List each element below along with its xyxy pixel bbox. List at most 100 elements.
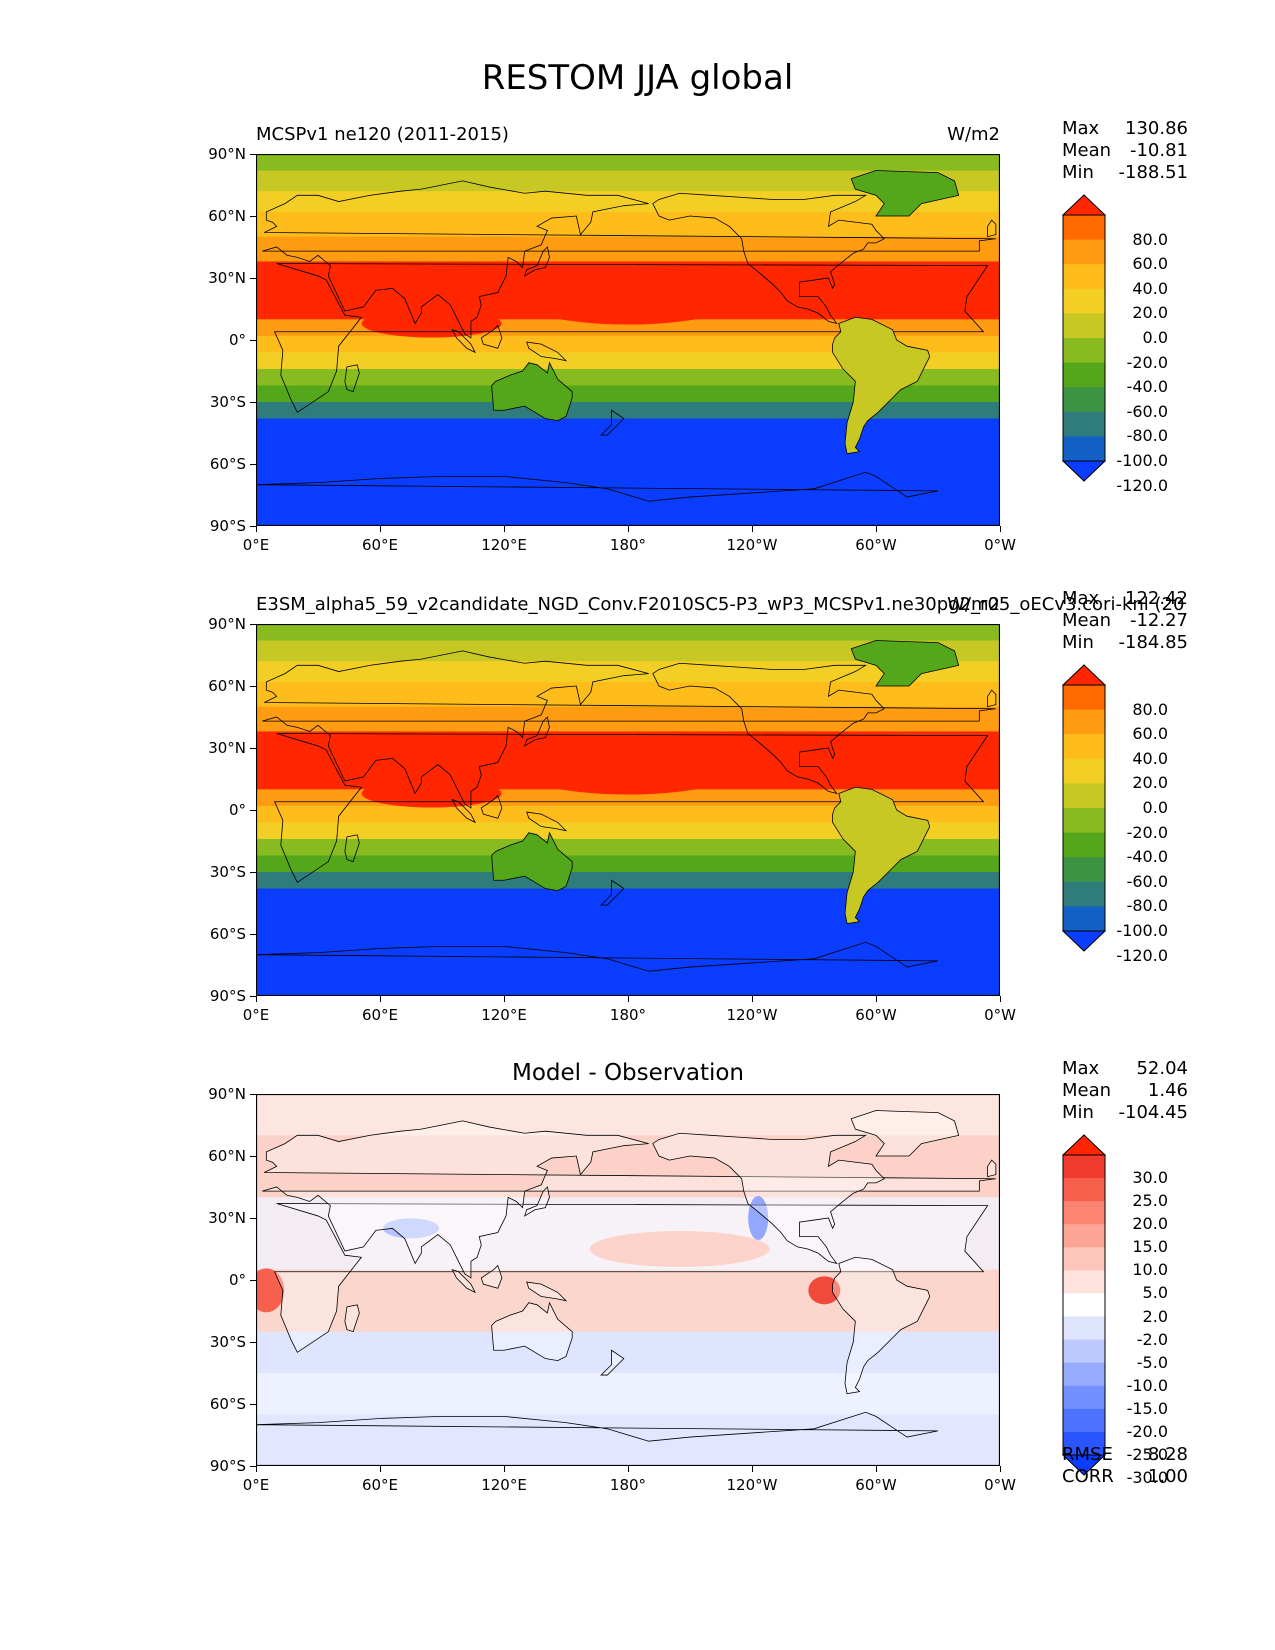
lon-tick-label: 120°E (481, 1476, 527, 1494)
tropical-maximum (361, 779, 502, 808)
coastline (600, 409, 625, 436)
stat-label: Max (1062, 588, 1100, 609)
map-obs (256, 624, 1000, 996)
stat-row-min: Min -104.45 (1062, 1102, 1188, 1124)
map-model (256, 154, 1000, 526)
lat-tick-mark (250, 464, 256, 465)
colorbar-tick-label: 80.0 (1132, 229, 1168, 249)
coastline (832, 316, 931, 455)
coastline (987, 219, 997, 238)
colorbar-tick-label: 25.0 (1132, 1191, 1168, 1211)
coastline (491, 831, 573, 892)
colorbar-tick-label: -80.0 (1126, 896, 1168, 916)
lat-band (256, 1094, 1000, 1136)
colorbar-tick-label: 0.0 (1142, 328, 1168, 347)
coastline (491, 1301, 573, 1362)
tropical-maximum (508, 734, 748, 795)
panel-left-title: MCSPv1 ne120 (2011-2015) (256, 124, 509, 145)
lon-tick-mark (752, 1466, 753, 1472)
colorbar-tick-label: -100.0 (1116, 451, 1168, 470)
coastline (451, 328, 476, 354)
colorbar-segment (1063, 709, 1105, 735)
lat-tick-label: 60°N (208, 677, 246, 695)
lat-tick-label: 0° (228, 1271, 246, 1289)
stat-value: -10.81 (1129, 140, 1188, 161)
stat-value: 1.46 (1147, 1080, 1188, 1101)
lat-tick-label: 0° (228, 801, 246, 819)
lat-band (256, 385, 1000, 403)
coastline (523, 716, 550, 747)
colorbar-segment (1063, 1362, 1105, 1387)
lon-tick-label: 180° (609, 1476, 647, 1494)
lat-tick-mark (250, 340, 256, 341)
lat-tick-label: 90°N (208, 145, 246, 163)
panel-units: W/m2 (947, 594, 1000, 615)
panel-left-title: E3SM_alpha5_59_v2candidate_NGD_Conv.F201… (256, 594, 1185, 615)
colorbar-segment (1063, 1339, 1105, 1364)
lat-tick-label: 30°S (209, 863, 246, 881)
lon-tick-label: 120°W (726, 1006, 778, 1024)
lon-tick-mark (752, 526, 753, 532)
colorbar-extend-max (1062, 1134, 1106, 1156)
lat-tick-label: 90°S (209, 517, 246, 535)
map-frame (256, 1094, 1000, 1466)
lat-tick-mark (250, 1404, 256, 1405)
colorbar-tick-label: 60.0 (1132, 724, 1168, 744)
lat-tick-mark (250, 686, 256, 687)
lat-band (256, 1135, 1000, 1198)
stat-label: Min (1062, 162, 1094, 183)
lat-band (256, 855, 1000, 873)
colorbar-tick-label: 30.0 (1132, 1168, 1168, 1188)
lat-tick-mark (250, 526, 256, 527)
coastline (526, 341, 568, 362)
lon-tick-label: 0°E (242, 1006, 270, 1024)
lat-tick-label: 90°N (208, 1085, 246, 1103)
lat-tick-mark (250, 402, 256, 403)
lon-tick-label: 180° (609, 1006, 647, 1024)
tropical-maximum (508, 264, 748, 325)
coastline (600, 879, 625, 906)
colorbar-tick-label: 40.0 (1132, 278, 1168, 298)
lon-tick-mark (504, 526, 505, 532)
stat-value: -188.51 (1118, 162, 1188, 183)
colorbar-tick-label: -40.0 (1126, 377, 1168, 397)
lon-tick-label: 0°E (242, 1476, 270, 1494)
coastline (262, 650, 996, 809)
lat-band (256, 335, 1000, 353)
colorbar-tick-label: -20.0 (1126, 352, 1168, 372)
colorbar-tick-label: -100.0 (1116, 921, 1168, 940)
lon-tick-mark (380, 1466, 381, 1472)
lat-band (256, 170, 1000, 192)
colorbar-frame (1062, 214, 1106, 462)
colorbar-frame (1062, 684, 1106, 932)
lat-band (256, 1331, 1000, 1374)
coastline (652, 1132, 885, 1265)
anomaly-positive (256, 1268, 285, 1313)
lat-band (256, 1373, 1000, 1415)
lat-tick-label: 90°S (209, 1457, 246, 1475)
stat-label: Mean (1062, 1080, 1112, 1101)
colorbar-extend-min (1062, 460, 1106, 482)
lon-tick-label: 120°E (481, 536, 527, 554)
lat-tick-label: 30°S (209, 1333, 246, 1351)
stat-row-max: Max 52.04 (1062, 1058, 1188, 1080)
lat-tick-label: 30°N (208, 1209, 246, 1227)
coastline (600, 1349, 625, 1376)
panel-units: W/m2 (947, 124, 1000, 145)
colorbar-tick-label: -2.0 (1136, 1329, 1168, 1349)
stat-row-min: Min -188.51 (1062, 162, 1188, 184)
colorbar-tick-label: -120.0 (1116, 475, 1168, 495)
lat-band (256, 418, 1000, 526)
lat-band (256, 838, 1000, 856)
lat-tick-mark (250, 1466, 256, 1467)
lon-tick-label: 60°W (855, 1006, 897, 1024)
colorbar-segment (1063, 1293, 1105, 1318)
lon-tick-mark (504, 996, 505, 1002)
map-frame (256, 624, 1000, 996)
lon-tick-mark (504, 1466, 505, 1472)
lat-band (256, 640, 1000, 662)
lat-tick-mark (250, 1156, 256, 1157)
lat-tick-mark (250, 1218, 256, 1219)
stat-label: Min (1062, 632, 1094, 653)
coastline (344, 364, 360, 393)
